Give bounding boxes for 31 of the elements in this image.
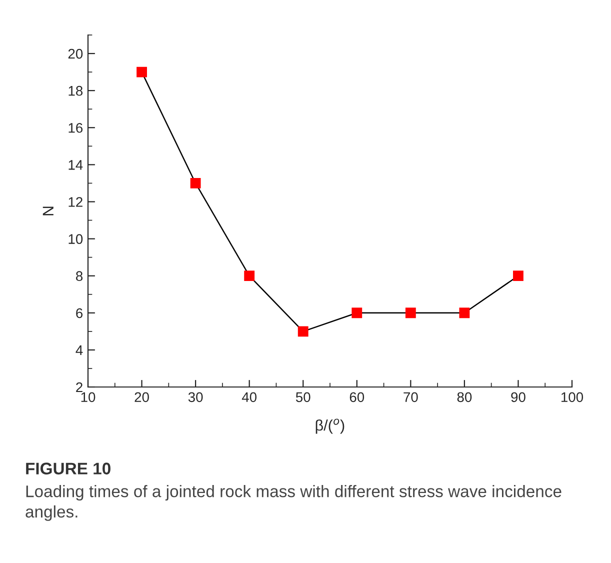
y-tick-label: 2 xyxy=(76,382,82,392)
y-axis-title: N xyxy=(42,206,54,216)
caption: FIGURE 10 xyxy=(26,462,110,474)
text: Loading times of a jointed rock mass with different stress wave incidence angles. xyxy=(26,485,562,521)
y-tick-label: 16 xyxy=(68,122,83,133)
x-axis-title: β/($^{o}$) xyxy=(316,418,344,434)
point xyxy=(298,326,308,337)
point xyxy=(352,308,362,318)
x-tick-label: 50 xyxy=(296,392,310,402)
y-tick-label: 18 xyxy=(68,86,83,96)
y-tick-label: 12 xyxy=(68,197,82,207)
y-tick-label: 6 xyxy=(76,308,83,318)
y-tick-label: 10 xyxy=(68,234,83,244)
x-tick-label: 20 xyxy=(134,392,149,402)
point xyxy=(190,178,201,188)
point xyxy=(244,270,255,282)
point xyxy=(513,270,524,282)
y-tick-label: 8 xyxy=(76,271,83,282)
x-tick-label: 60 xyxy=(350,392,364,402)
x-tick-label: 80 xyxy=(457,392,472,402)
y-tick-label: 20 xyxy=(68,48,83,59)
x-tick-label: 100 xyxy=(561,392,584,402)
y-tick-label: 14 xyxy=(68,160,83,170)
x-tick-label: 90 xyxy=(511,392,526,402)
point xyxy=(459,308,470,318)
point xyxy=(405,308,416,318)
x-tick-label: 70 xyxy=(404,392,418,402)
point xyxy=(136,66,147,78)
y-tick-label: 4 xyxy=(76,345,83,355)
x-tick-label: 40 xyxy=(242,392,257,402)
x-tick-label: 30 xyxy=(188,392,203,402)
